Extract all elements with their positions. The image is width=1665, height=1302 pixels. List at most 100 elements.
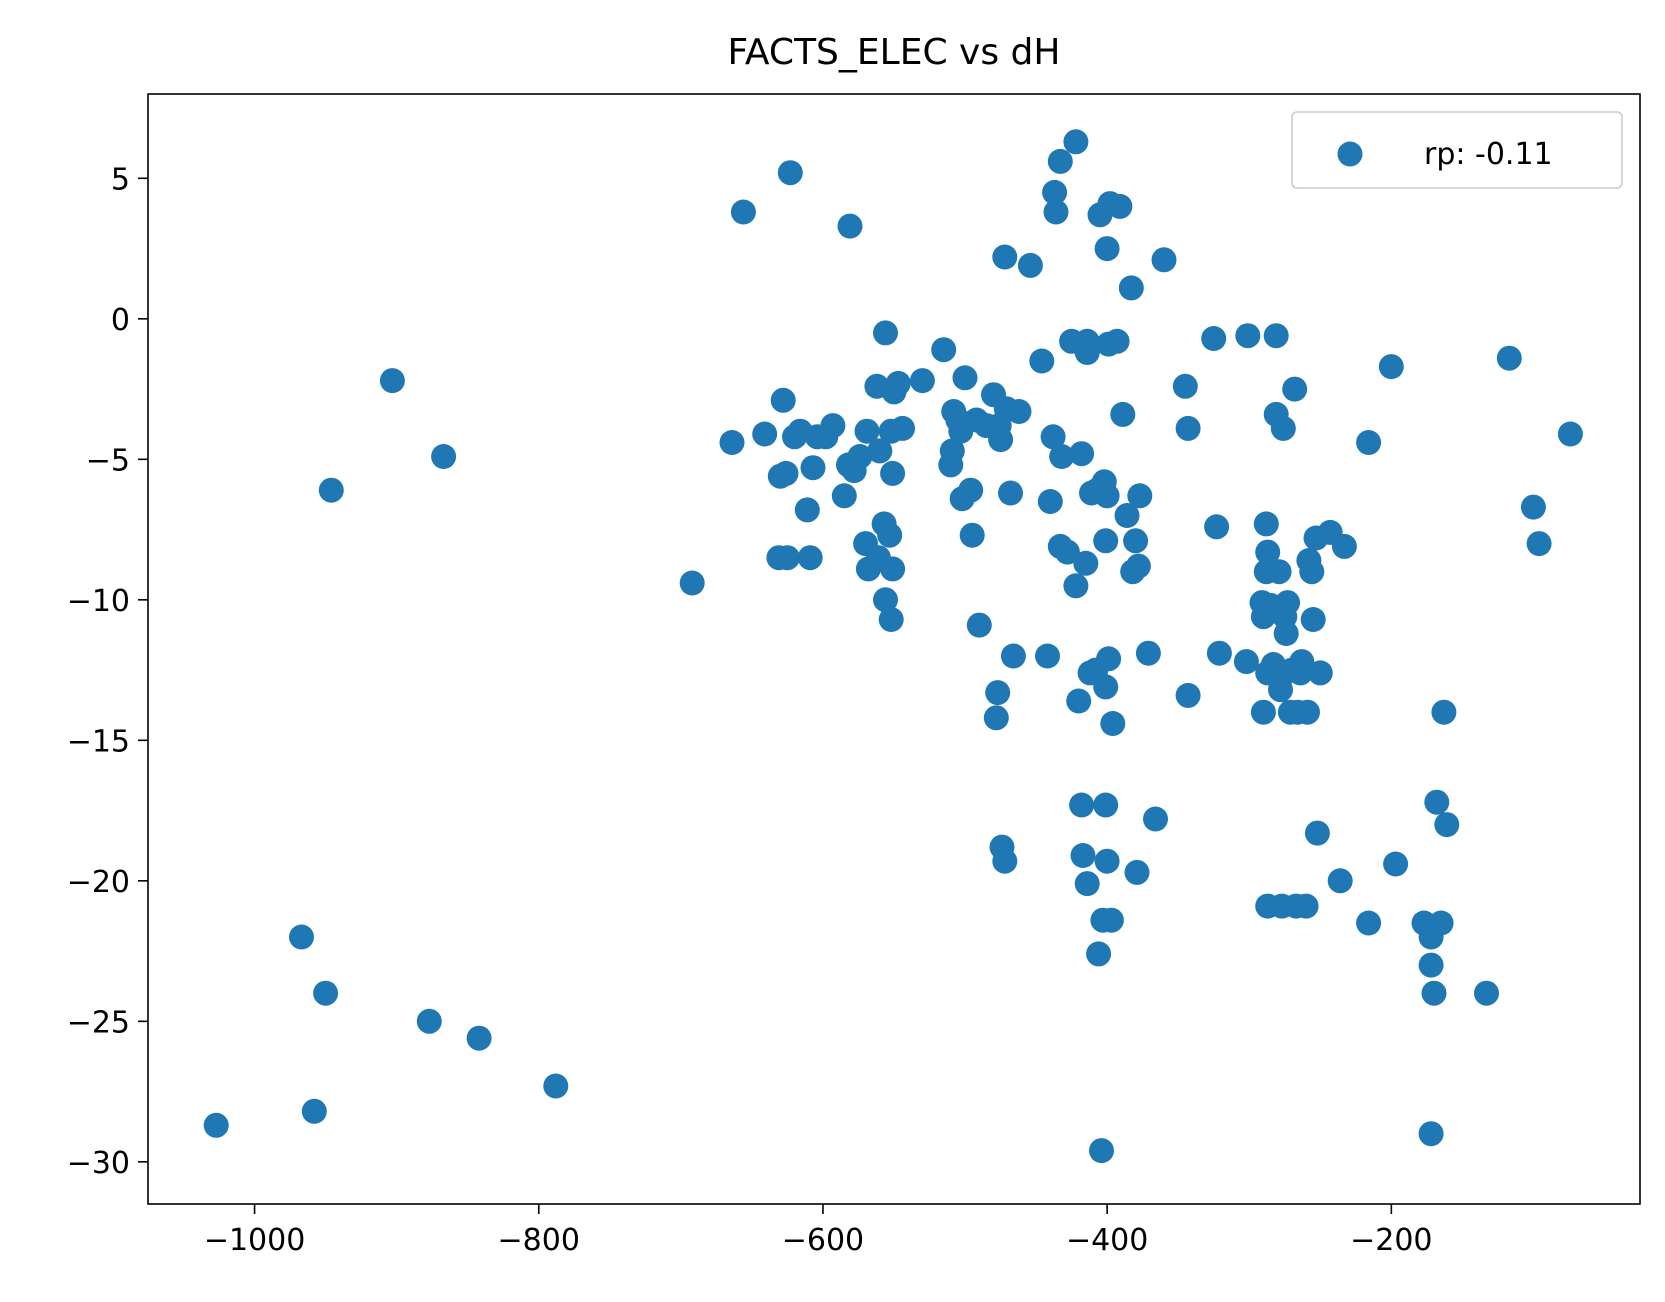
data-point — [1282, 376, 1308, 402]
data-point — [1073, 550, 1099, 576]
data-point — [1107, 193, 1133, 219]
data-point — [880, 556, 906, 582]
data-point — [719, 430, 745, 455]
data-point — [837, 213, 863, 239]
legend-box — [1291, 111, 1623, 189]
data-point — [1069, 441, 1095, 467]
data-point — [1070, 843, 1096, 868]
y-tick-label: 5 — [111, 162, 130, 197]
data-point — [1074, 328, 1100, 354]
data-point — [952, 365, 978, 391]
data-point — [1035, 643, 1060, 669]
data-point — [318, 477, 344, 503]
data-point — [1114, 503, 1140, 528]
data-point — [1300, 607, 1326, 632]
data-point — [1289, 649, 1315, 675]
data-point — [1093, 528, 1119, 554]
data-point — [847, 444, 873, 469]
data-point — [1206, 640, 1232, 666]
data-point — [730, 199, 756, 225]
data-point — [1383, 851, 1409, 877]
data-point — [1037, 489, 1063, 514]
data-point — [958, 477, 984, 503]
data-point — [800, 455, 826, 481]
data-point — [1496, 345, 1522, 371]
plot-frame — [147, 93, 1641, 1205]
data-point — [1356, 910, 1382, 936]
data-point — [752, 421, 778, 447]
data-point — [1086, 941, 1112, 967]
data-point — [1235, 323, 1261, 349]
data-point — [1123, 528, 1149, 554]
x-tick-label: −800 — [498, 1223, 580, 1258]
y-tick-label: −15 — [67, 724, 130, 759]
y-tick-label: −10 — [67, 584, 130, 619]
data-point — [301, 1098, 327, 1124]
y-tick-label: 0 — [111, 303, 130, 338]
data-point — [1029, 348, 1055, 374]
data-point — [854, 418, 880, 444]
data-point — [1270, 415, 1296, 441]
data-point — [1526, 531, 1552, 557]
data-point — [1434, 812, 1460, 838]
data-point — [1096, 646, 1122, 672]
data-point — [1172, 373, 1198, 399]
x-tick-label: −400 — [1066, 1223, 1148, 1258]
data-point — [466, 1025, 492, 1051]
data-point — [1040, 424, 1066, 450]
data-point — [1418, 1121, 1444, 1147]
data-point — [1135, 640, 1161, 666]
data-point — [873, 320, 898, 346]
points-layer — [203, 129, 1583, 1164]
data-point — [931, 337, 957, 363]
chart-title: FACTS_ELEC vs dH — [728, 32, 1061, 73]
data-point — [1063, 129, 1089, 155]
data-point — [939, 438, 965, 464]
data-point — [831, 483, 857, 509]
data-point — [1118, 275, 1144, 301]
data-point — [1143, 806, 1168, 832]
data-point — [313, 980, 339, 1006]
data-point — [1275, 590, 1301, 616]
y-axis: 5 0 −5 −10 −15 −20 −25 −30 — [67, 162, 148, 1181]
data-point — [1204, 514, 1230, 540]
legend: rp: -0.11 — [1291, 111, 1623, 189]
data-point — [867, 438, 893, 464]
data-point — [873, 587, 898, 613]
data-point — [1331, 533, 1357, 559]
data-point — [797, 545, 823, 571]
data-point — [909, 368, 935, 394]
data-point — [966, 612, 992, 638]
data-point — [770, 387, 796, 413]
data-point — [1295, 699, 1320, 725]
data-point — [985, 680, 1011, 706]
data-point — [1104, 328, 1130, 354]
data-point — [992, 244, 1018, 270]
data-point — [1253, 511, 1279, 537]
data-point — [1293, 893, 1319, 919]
data-point — [885, 370, 911, 396]
y-tick-label: −25 — [67, 1005, 130, 1040]
data-point — [1049, 444, 1075, 469]
data-point — [1424, 789, 1450, 815]
data-point — [1307, 660, 1333, 686]
x-tick-label: −1000 — [204, 1223, 305, 1258]
data-point — [1006, 399, 1032, 424]
data-point — [1327, 868, 1353, 894]
data-point — [880, 460, 906, 486]
data-point — [1089, 1138, 1114, 1164]
data-point — [1263, 323, 1289, 349]
data-point — [1151, 247, 1177, 273]
data-point — [1175, 682, 1201, 708]
data-point — [777, 160, 803, 186]
data-point — [1054, 539, 1080, 565]
data-point — [959, 522, 985, 548]
data-point — [1233, 649, 1259, 675]
data-point — [416, 1008, 442, 1034]
data-point — [773, 460, 799, 486]
x-axis: −1000 −800 −600 −400 −200 — [204, 1204, 1433, 1258]
data-point — [1431, 699, 1457, 725]
data-point — [1066, 688, 1092, 714]
